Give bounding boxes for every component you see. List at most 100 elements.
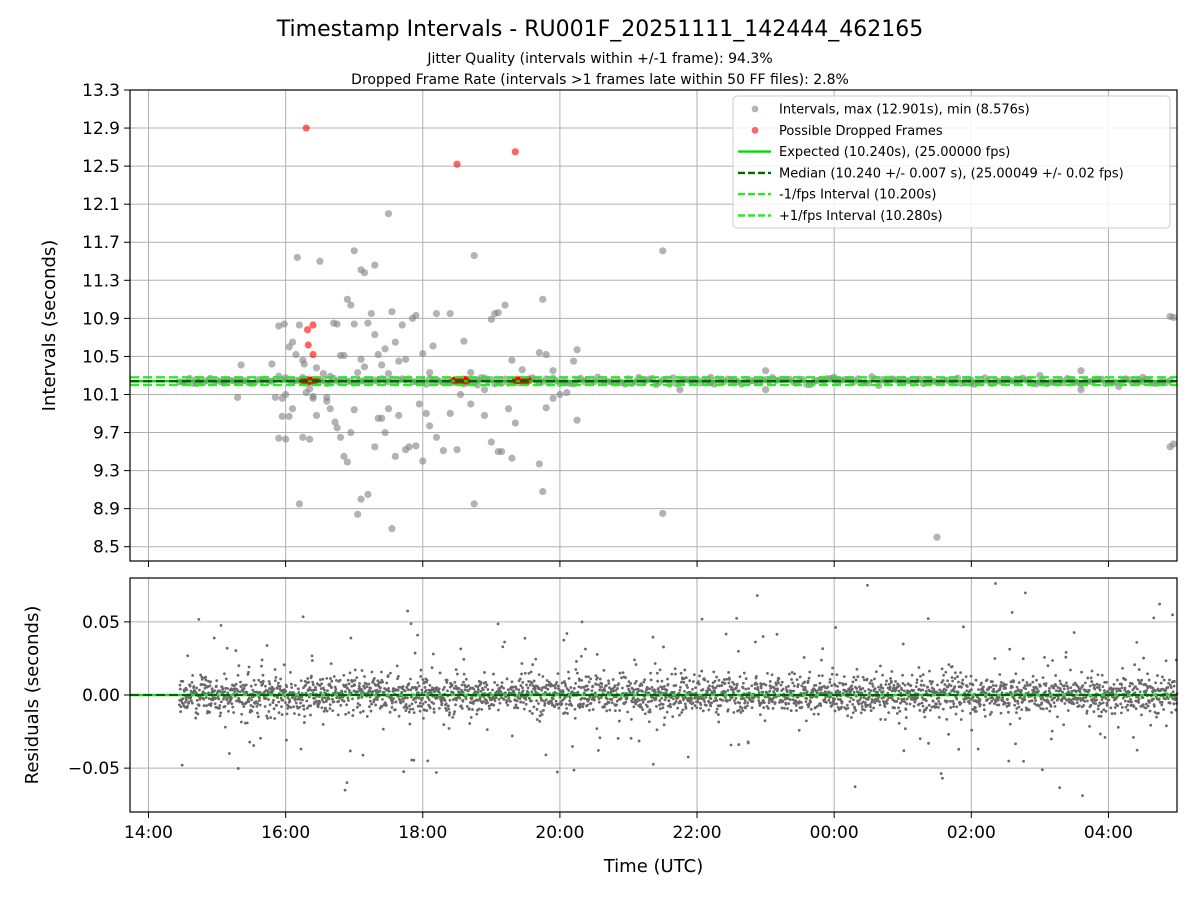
residual-point bbox=[1092, 701, 1095, 705]
residual-point bbox=[1065, 684, 1069, 688]
residual-point bbox=[413, 651, 417, 655]
residual-point bbox=[1060, 699, 1064, 703]
residual-point bbox=[1024, 591, 1027, 595]
residual-point bbox=[992, 687, 996, 691]
residual-point bbox=[591, 708, 595, 711]
residual-point bbox=[908, 702, 912, 706]
interval-point bbox=[487, 438, 495, 446]
residual-point bbox=[702, 697, 706, 701]
residual-point bbox=[913, 700, 917, 704]
residual-point bbox=[361, 709, 365, 713]
residual-point bbox=[399, 699, 402, 703]
residual-point bbox=[732, 711, 736, 714]
residual-point bbox=[679, 685, 682, 689]
residual-point bbox=[247, 700, 251, 703]
residual-point bbox=[245, 721, 249, 725]
residual-point bbox=[653, 662, 657, 665]
interval-point bbox=[343, 295, 351, 303]
residual-point bbox=[223, 672, 226, 676]
residual-point bbox=[264, 697, 268, 700]
residual-point bbox=[1005, 705, 1009, 708]
residual-point bbox=[878, 703, 882, 707]
residual-point bbox=[989, 685, 993, 689]
residual-point bbox=[415, 686, 419, 690]
residuals-x-tick-label: 14:00 bbox=[124, 823, 173, 843]
residual-point bbox=[320, 682, 324, 686]
residual-point bbox=[836, 689, 840, 693]
residual-point bbox=[282, 663, 286, 667]
residual-point bbox=[361, 753, 365, 757]
residual-point bbox=[311, 683, 315, 687]
residual-point bbox=[704, 695, 708, 699]
residual-point bbox=[564, 702, 568, 706]
interval-point bbox=[470, 251, 478, 260]
residual-point bbox=[423, 708, 427, 712]
residual-point bbox=[420, 688, 424, 692]
interval-point bbox=[412, 311, 420, 320]
residual-point bbox=[795, 678, 799, 682]
residual-point bbox=[467, 684, 470, 688]
residual-point bbox=[828, 680, 832, 684]
residual-point bbox=[1146, 686, 1150, 690]
residual-point bbox=[928, 708, 932, 712]
residual-point bbox=[1097, 714, 1101, 718]
residual-point bbox=[1146, 672, 1149, 676]
residual-point bbox=[179, 705, 183, 709]
residual-point bbox=[219, 700, 223, 704]
interval-point bbox=[762, 386, 770, 394]
intervals-y-tick-label: 10.1 bbox=[82, 385, 120, 405]
residual-point bbox=[643, 697, 647, 701]
residual-point bbox=[858, 698, 862, 702]
residual-point bbox=[392, 697, 395, 701]
residual-point bbox=[365, 715, 369, 718]
residual-point bbox=[655, 728, 659, 732]
residual-point bbox=[817, 674, 821, 678]
residual-point bbox=[401, 685, 405, 688]
residual-point bbox=[945, 699, 949, 703]
residual-point bbox=[820, 685, 824, 689]
residual-point bbox=[290, 686, 294, 689]
residual-point bbox=[1040, 768, 1044, 772]
residual-point bbox=[487, 704, 491, 708]
residual-point bbox=[370, 670, 374, 674]
residual-point bbox=[608, 708, 612, 712]
residual-point bbox=[1064, 651, 1068, 654]
residual-point bbox=[506, 703, 510, 707]
residual-point bbox=[322, 688, 326, 692]
residual-point bbox=[861, 707, 864, 711]
residual-point bbox=[554, 699, 558, 703]
interval-point bbox=[367, 310, 375, 318]
interval-point bbox=[336, 433, 345, 441]
residual-point bbox=[990, 680, 994, 684]
residual-point bbox=[965, 689, 969, 693]
residual-point bbox=[1098, 683, 1101, 687]
residual-point bbox=[715, 699, 719, 702]
residual-point bbox=[737, 743, 741, 746]
residual-point bbox=[227, 709, 230, 713]
residual-point bbox=[309, 713, 312, 717]
residual-point bbox=[342, 699, 346, 703]
residual-point bbox=[938, 702, 942, 706]
residual-point bbox=[505, 677, 509, 681]
residual-point bbox=[892, 683, 896, 687]
residual-point bbox=[970, 688, 973, 692]
interval-point bbox=[467, 400, 475, 408]
residual-point bbox=[293, 683, 297, 687]
legend-label: +1/fps Interval (10.280s) bbox=[779, 209, 943, 224]
residual-point bbox=[382, 690, 386, 694]
residual-point bbox=[494, 696, 498, 700]
interval-point bbox=[594, 373, 602, 381]
residual-point bbox=[713, 690, 717, 694]
residual-point bbox=[881, 673, 884, 677]
residual-point bbox=[692, 680, 695, 683]
residual-point bbox=[442, 723, 446, 727]
residual-point bbox=[726, 689, 730, 692]
interval-point bbox=[456, 390, 465, 399]
residual-point bbox=[578, 679, 581, 682]
residual-point bbox=[706, 680, 710, 683]
residual-point bbox=[1048, 687, 1051, 690]
residual-point bbox=[189, 695, 193, 699]
residual-point bbox=[261, 673, 265, 677]
residual-point bbox=[223, 725, 227, 729]
residual-point bbox=[1139, 682, 1143, 686]
